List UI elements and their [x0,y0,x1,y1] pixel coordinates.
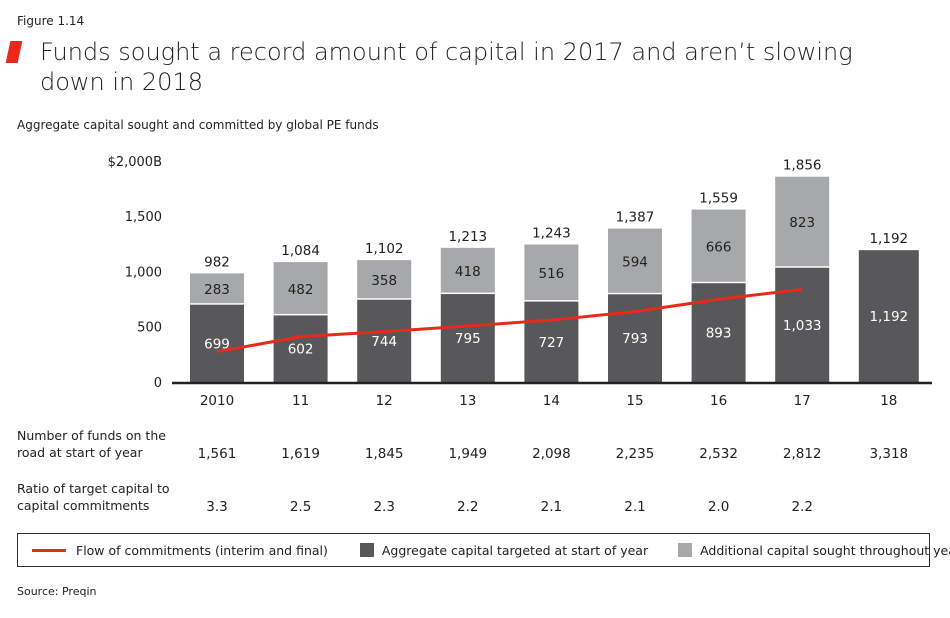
bar-label-additional: 358 [371,273,397,289]
funds-count: 1,845 [365,446,404,462]
funds-count: 2,098 [532,446,571,462]
funds-count: 2,235 [616,446,655,462]
y-tick-label: 500 [137,321,162,336]
legend: Flow of commitments (interim and final) … [17,533,950,567]
x-tick-label: 18 [880,393,897,409]
ratio-value: 2.0 [708,499,729,515]
x-tick-label: 11 [292,393,309,409]
bar-label-targeted: 893 [706,326,732,342]
ratio-value: 2.5 [290,499,311,515]
legend-item-additional: Additional capital sought throughout yea… [678,543,950,558]
bar-label-targeted: 793 [622,331,648,347]
legend-label: Additional capital sought throughout yea… [700,542,950,558]
figure-label: Figure 1.14 [17,14,85,28]
bar-label-additional: 418 [455,264,481,280]
funds-count: 1,949 [448,446,487,462]
source-note: Source: Preqin [17,585,97,598]
total-label: 1,084 [281,243,320,259]
total-label: 1,213 [448,229,487,245]
bar-label-targeted: 744 [371,334,397,350]
x-tick-label: 16 [710,393,727,409]
bar-label-additional: 516 [539,266,565,282]
y-tick-label: $2,000B [108,155,162,170]
legend-label: Aggregate capital targeted at start of y… [381,542,649,558]
ratio-value: 2.1 [541,499,562,515]
legend-line-swatch [32,548,66,552]
ratio-value: 2.2 [457,499,478,515]
bar-additional [273,262,328,314]
commitments-line [216,287,803,354]
bar-additional [775,176,830,267]
ratio-value: 2.1 [624,499,645,515]
bar-targeted [440,294,495,382]
ratio-value: 3.3 [206,499,227,515]
x-tick-label: 13 [459,393,476,409]
total-label: 1,559 [699,191,738,207]
bar-targeted [273,315,328,382]
legend-item-line: Flow of commitments (interim and final) [32,543,328,558]
bar-label-additional: 666 [706,239,732,255]
x-tick-label: 12 [376,393,393,409]
funds-count: 3,318 [869,446,908,462]
total-label: 1,387 [616,210,655,226]
bar-label-targeted: 795 [455,331,481,347]
bar-label-targeted: 1,192 [869,309,908,325]
chart-title: Funds sought a record amount of capital … [40,38,853,96]
legend-swatch-additional [678,543,693,557]
bar-additional [190,273,244,304]
bar-label-targeted: 699 [204,336,230,352]
bar-targeted [858,250,919,382]
ratio-value: 2.2 [791,499,812,515]
bar-label-additional: 482 [288,282,314,298]
total-label: 1,102 [365,241,404,257]
x-tick-label: 14 [543,393,560,409]
y-tick-label: 0 [154,376,162,391]
legend-item-targeted: Aggregate capital targeted at start of y… [359,542,649,558]
funds-count: 1,561 [198,446,237,462]
total-label: 1,856 [783,158,822,174]
bar-label-targeted: 1,033 [783,318,822,334]
bar-label-additional: 823 [789,215,815,231]
y-tick-label: 1,000 [125,265,162,280]
bar-additional [608,228,662,293]
bar-targeted [775,267,830,382]
bar-targeted [357,299,412,382]
total-label: 1,243 [532,226,571,242]
total-label: 1,192 [869,231,908,247]
bar-additional [357,260,412,299]
bar-label-targeted: 602 [288,342,314,358]
total-label: 982 [204,254,230,270]
y-tick-label: 1,500 [125,210,162,225]
bar-label-additional: 594 [622,254,648,270]
bar-additional [691,209,746,282]
bar-label-targeted: 727 [539,335,565,351]
bar-targeted [190,304,244,382]
legend-swatch-targeted [359,543,374,557]
x-tick-label: 15 [626,393,643,409]
bar-additional [524,244,579,301]
funds-count: 2,812 [783,446,822,462]
funds-count: 1,619 [281,446,320,462]
bar-additional [440,247,495,293]
chart-subtitle: Aggregate capital sought and committed b… [17,118,379,132]
row-label-ratio: Ratio of target capital to capital commi… [17,481,170,513]
ratio-value: 2.3 [373,499,394,515]
funds-count: 2,532 [699,446,738,462]
x-tick-label: 17 [794,393,811,409]
x-tick-label: 2010 [200,393,234,409]
row-label-funds: Number of funds on the road at start of … [17,428,166,460]
legend-label: Flow of commitments (interim and final) [76,542,328,558]
bar-targeted [524,301,579,382]
bar-label-additional: 283 [204,282,230,298]
